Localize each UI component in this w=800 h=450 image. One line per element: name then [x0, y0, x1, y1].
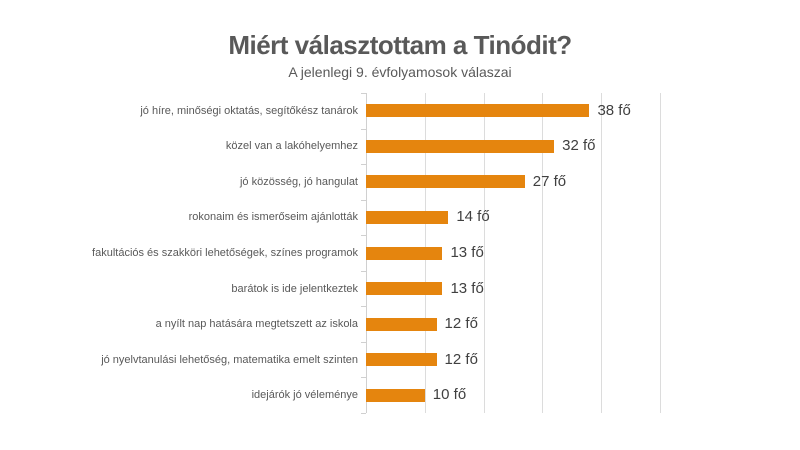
value-label: 13 fő	[450, 279, 484, 297]
category-label: rokonaim és ismerőseim ajánlották	[188, 211, 358, 224]
gridline	[483, 93, 485, 413]
axis-tick	[361, 270, 366, 272]
axis-tick	[361, 341, 366, 343]
value-label: 14 fő	[456, 208, 490, 226]
bar	[366, 353, 437, 367]
axis-tick	[361, 128, 366, 130]
category-label: a nyílt nap hatására megtetszett az isko…	[155, 318, 358, 331]
axis-tick	[361, 377, 366, 379]
category-label: jó nyelvtanulási lehetőség, matematika e…	[101, 353, 358, 366]
bar	[366, 139, 555, 153]
gridline	[660, 93, 661, 413]
value-label: 32 fő	[562, 137, 596, 155]
value-label: 13 fő	[450, 244, 484, 261]
axis-tick	[361, 235, 366, 237]
axis-tick	[361, 306, 366, 308]
bar	[366, 388, 425, 402]
category-label: fakultációs és szakköri lehetőségek, szí…	[92, 247, 358, 259]
value-label: 12 fő	[444, 350, 478, 368]
chart-subtitle: A jelenlegi 9. évfolyamosok válaszai	[288, 64, 512, 80]
bar	[366, 210, 449, 224]
gridline	[542, 93, 544, 413]
chart-title: Miért választottam a Tinódit?	[228, 30, 572, 60]
axis-tick	[361, 413, 366, 414]
category-label: közel van a lakóhelyemhez	[225, 140, 358, 153]
axis-tick	[361, 164, 366, 166]
bar	[366, 317, 437, 331]
value-label: 10 fő	[432, 386, 467, 404]
value-label: 38 fő	[597, 101, 631, 119]
bar	[366, 246, 443, 260]
gridline	[601, 93, 603, 413]
value-label: 27 fő	[532, 172, 567, 190]
category-label: idejárók jó véleménye	[251, 389, 358, 402]
category-label: jó közösség, jó hangulat	[239, 175, 358, 188]
bar	[366, 282, 443, 296]
value-label: 12 fő	[444, 315, 478, 333]
category-label: barátok is ide jelentkeztek	[231, 282, 358, 295]
axis-tick	[361, 93, 366, 94]
axis-tick	[361, 199, 366, 201]
category-label: jó híre, minőségi oktatás, segítőkész ta…	[140, 104, 358, 117]
bar	[366, 104, 590, 118]
bar	[366, 175, 525, 189]
